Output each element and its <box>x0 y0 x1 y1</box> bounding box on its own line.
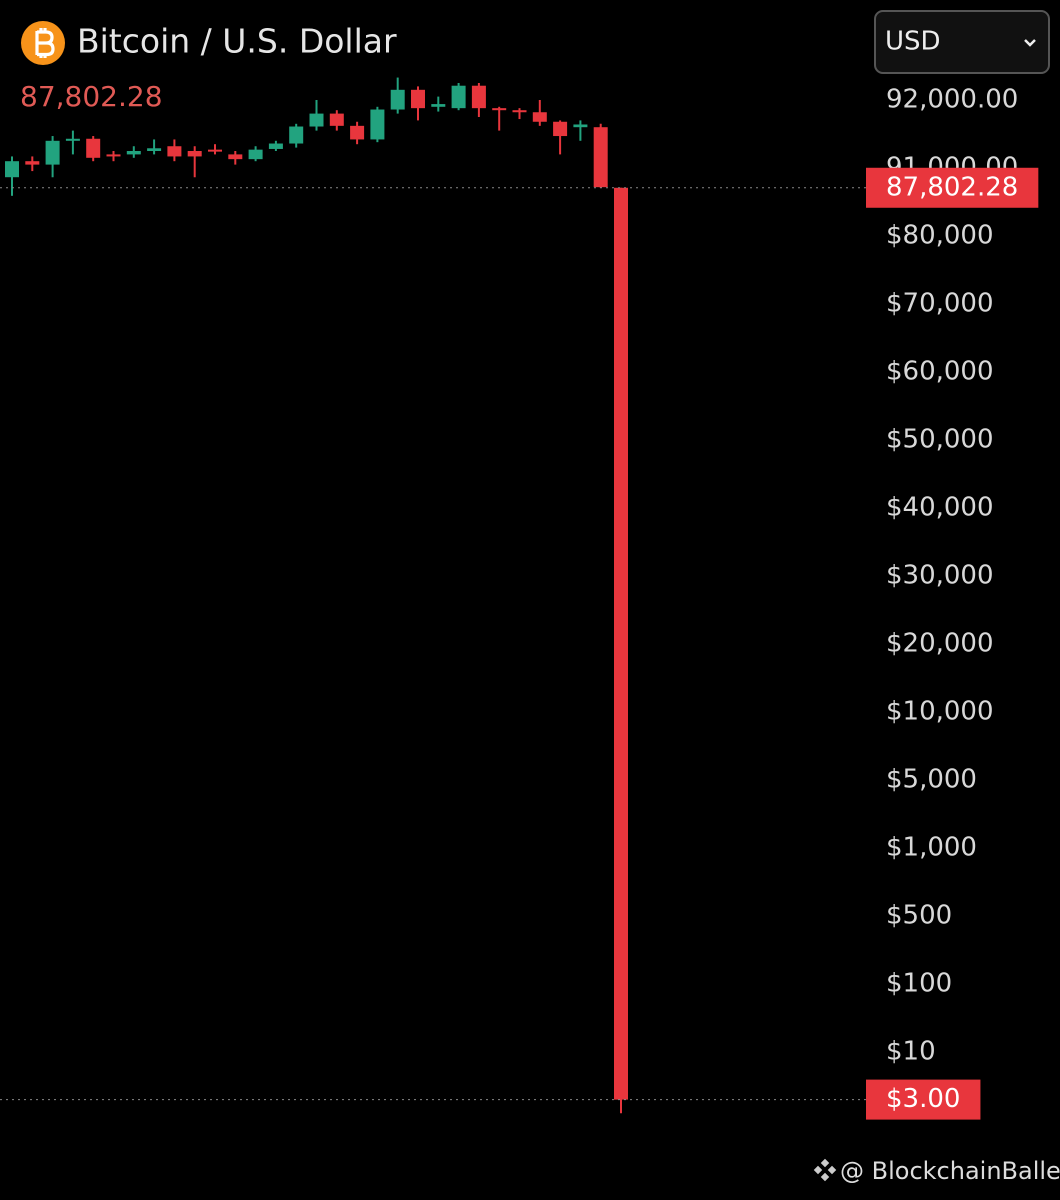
currency-select[interactable]: USD <box>874 10 1050 74</box>
y-tick-label: $60,000 <box>886 357 994 387</box>
candle-body <box>45 140 60 165</box>
candle-body <box>86 138 101 158</box>
candle-body <box>350 125 365 140</box>
candle-body <box>573 124 588 128</box>
candle-body <box>492 108 507 111</box>
candle-body <box>268 143 283 149</box>
candle-body <box>431 104 446 107</box>
candle-body <box>126 151 141 155</box>
candle-body <box>451 85 466 109</box>
bitcoin-icon <box>21 21 65 65</box>
candle-body <box>167 146 182 157</box>
candle-body <box>553 121 568 137</box>
y-tick-label: $80,000 <box>886 221 994 251</box>
price-label-box <box>866 167 1039 208</box>
y-tick-label: $10,000 <box>886 697 994 727</box>
y-tick-label: $40,000 <box>886 493 994 523</box>
currency-label[interactable]: USD <box>885 27 941 57</box>
candle-body <box>309 113 324 127</box>
candle-body <box>512 110 527 113</box>
candle-body <box>471 85 486 109</box>
header-price: 87,802.28 <box>20 80 163 113</box>
candle-body <box>329 113 344 126</box>
candle-body <box>614 187 628 1100</box>
watermark: @ BlockchainBaller <box>840 1157 1060 1185</box>
y-tick-label: $100 <box>886 969 952 999</box>
price-label-box <box>866 1079 981 1120</box>
y-tick-label: $500 <box>886 901 952 931</box>
y-tick-label: 92,000.00 <box>886 85 1018 115</box>
y-tick-label: $30,000 <box>886 561 994 591</box>
y-tick-label: $1,000 <box>886 833 977 863</box>
price-label: 87,802.28 <box>886 172 1018 202</box>
candle-body <box>593 127 608 188</box>
watermark-logo <box>813 1158 837 1182</box>
price-label: $3.00 <box>886 1084 960 1114</box>
candle-body <box>5 161 19 178</box>
candle-body <box>187 151 202 157</box>
chart-title: Bitcoin / U.S. Dollar <box>77 22 397 61</box>
candle-body <box>65 138 80 141</box>
candle-body <box>390 89 405 110</box>
y-tick-label: $70,000 <box>886 289 994 319</box>
candle-body <box>248 149 263 160</box>
candle-body <box>25 161 40 165</box>
y-tick-label: $10 <box>886 1037 936 1067</box>
candle-body <box>289 126 304 144</box>
candle-body <box>228 154 243 160</box>
candle-body <box>370 109 385 140</box>
candle-body <box>532 112 547 122</box>
candle-body <box>106 154 121 157</box>
y-tick-label: $5,000 <box>886 765 977 795</box>
candle-body <box>411 89 425 109</box>
candle-body <box>147 148 162 151</box>
y-tick-label: $50,000 <box>886 425 994 455</box>
candle-body <box>208 149 222 152</box>
y-tick-label: $20,000 <box>886 629 994 659</box>
